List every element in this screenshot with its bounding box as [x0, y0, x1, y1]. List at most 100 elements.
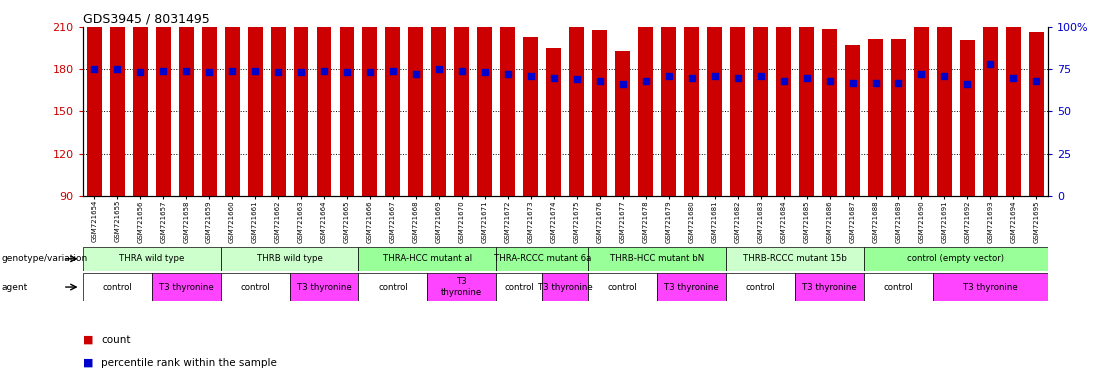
- Point: [752, 73, 770, 79]
- Point: [821, 78, 838, 84]
- Bar: [726, 273, 795, 301]
- Bar: [868, 166, 884, 196]
- Bar: [221, 247, 358, 271]
- Point: [339, 70, 356, 76]
- Text: agent: agent: [1, 283, 28, 291]
- Bar: [202, 20, 216, 196]
- Point: [614, 81, 632, 88]
- Point: [1005, 74, 1022, 81]
- Point: [935, 73, 953, 79]
- Point: [636, 78, 654, 84]
- Bar: [661, 0, 676, 196]
- Bar: [431, 0, 447, 196]
- Bar: [960, 40, 975, 196]
- Text: control: control: [378, 283, 408, 291]
- Text: THRB wild type: THRB wild type: [257, 254, 322, 263]
- Bar: [845, 172, 860, 196]
- Bar: [753, 0, 768, 196]
- Bar: [156, 0, 171, 196]
- Point: [959, 81, 976, 88]
- Point: [568, 76, 586, 82]
- Text: genotype/variation: genotype/variation: [1, 254, 87, 263]
- Point: [407, 71, 425, 77]
- Bar: [1029, 32, 1043, 196]
- Bar: [960, 167, 975, 196]
- Bar: [523, 164, 538, 196]
- Bar: [588, 273, 657, 301]
- Bar: [270, 25, 286, 196]
- Point: [545, 74, 563, 81]
- Point: [361, 70, 378, 76]
- Bar: [478, 152, 492, 196]
- Bar: [408, 142, 424, 196]
- Text: control: control: [608, 283, 638, 291]
- Bar: [496, 273, 543, 301]
- Bar: [822, 28, 837, 196]
- Bar: [427, 273, 496, 301]
- Bar: [543, 273, 588, 301]
- Bar: [289, 273, 358, 301]
- Bar: [914, 110, 929, 196]
- Bar: [132, 134, 148, 196]
- Point: [201, 70, 218, 76]
- Point: [476, 70, 494, 76]
- Bar: [546, 175, 561, 196]
- Bar: [914, 0, 929, 196]
- Point: [178, 68, 195, 74]
- Bar: [358, 247, 496, 271]
- Bar: [363, 121, 377, 196]
- Bar: [87, 0, 101, 196]
- Bar: [726, 247, 864, 271]
- Bar: [753, 125, 768, 196]
- Text: control: control: [240, 283, 270, 291]
- Text: T3 thyronine: T3 thyronine: [664, 283, 719, 291]
- Bar: [270, 152, 286, 196]
- Point: [890, 79, 908, 86]
- Bar: [864, 273, 933, 301]
- Point: [499, 71, 516, 77]
- Text: control (empty vector): control (empty vector): [908, 254, 1005, 263]
- Bar: [657, 273, 726, 301]
- Point: [453, 68, 471, 74]
- Text: T3 thyronine: T3 thyronine: [538, 283, 592, 291]
- Bar: [983, 0, 998, 196]
- Text: T3
thyronine: T3 thyronine: [441, 277, 482, 297]
- Point: [729, 74, 747, 81]
- Bar: [661, 116, 676, 196]
- Bar: [523, 37, 538, 196]
- Bar: [87, 111, 101, 196]
- Bar: [822, 155, 837, 196]
- Point: [844, 79, 861, 86]
- Bar: [569, 147, 585, 196]
- Point: [591, 78, 609, 84]
- Bar: [132, 7, 148, 196]
- Point: [154, 68, 172, 74]
- Text: count: count: [101, 335, 131, 345]
- Bar: [936, 116, 952, 196]
- Bar: [707, 125, 722, 196]
- Bar: [639, 149, 653, 196]
- Text: T3 thyronine: T3 thyronine: [297, 283, 352, 291]
- Bar: [777, 152, 791, 196]
- Text: T3 thyronine: T3 thyronine: [963, 283, 1018, 291]
- Bar: [496, 247, 588, 271]
- Bar: [569, 20, 585, 196]
- Bar: [588, 247, 726, 271]
- Point: [774, 78, 792, 84]
- Bar: [684, 18, 699, 196]
- Text: control: control: [884, 283, 913, 291]
- Text: THRA-HCC mutant al: THRA-HCC mutant al: [383, 254, 472, 263]
- Bar: [891, 39, 906, 196]
- Point: [706, 73, 724, 79]
- Text: ■: ■: [83, 358, 94, 368]
- Point: [430, 66, 448, 72]
- Bar: [1029, 159, 1043, 196]
- Bar: [109, 6, 125, 196]
- Bar: [639, 22, 653, 196]
- Bar: [247, 118, 263, 196]
- Bar: [799, 142, 814, 196]
- Bar: [340, 24, 354, 196]
- Point: [982, 61, 999, 67]
- Point: [912, 71, 930, 77]
- Point: [867, 79, 885, 86]
